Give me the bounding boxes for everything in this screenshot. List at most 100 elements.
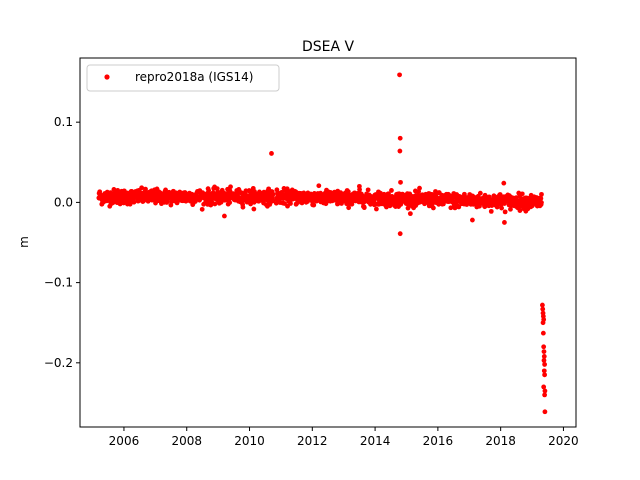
data-point bbox=[494, 204, 500, 210]
data-point bbox=[482, 198, 488, 204]
data-point bbox=[541, 368, 547, 374]
data-point bbox=[501, 180, 507, 186]
data-point bbox=[203, 196, 208, 202]
y-tick-label: 0.1 bbox=[54, 115, 73, 129]
data-point bbox=[215, 198, 221, 204]
data-point bbox=[130, 195, 136, 201]
data-point bbox=[488, 208, 494, 214]
data-point bbox=[382, 199, 387, 205]
data-point bbox=[542, 388, 548, 394]
data-point bbox=[127, 201, 133, 207]
x-tick-label: 2016 bbox=[423, 434, 454, 448]
data-point bbox=[542, 372, 548, 378]
y-axis-label: m bbox=[17, 236, 31, 248]
data-point bbox=[288, 201, 293, 206]
data-point bbox=[541, 354, 547, 359]
data-point bbox=[243, 196, 249, 202]
data-point bbox=[508, 206, 513, 212]
data-point bbox=[430, 205, 436, 211]
data-point bbox=[410, 203, 416, 209]
data-point bbox=[227, 200, 233, 205]
data-point bbox=[131, 199, 137, 205]
data-point bbox=[140, 191, 146, 197]
data-point bbox=[422, 199, 428, 205]
data-point bbox=[309, 195, 315, 200]
data-point bbox=[256, 193, 262, 199]
data-point bbox=[448, 205, 454, 211]
data-point bbox=[270, 191, 276, 197]
data-point bbox=[542, 362, 548, 367]
data-point bbox=[542, 409, 548, 415]
chart-title: DSEA V bbox=[302, 39, 355, 55]
x-tick-label: 2010 bbox=[234, 434, 265, 448]
data-point bbox=[519, 191, 525, 197]
x-tick-label: 2006 bbox=[109, 434, 140, 448]
data-point bbox=[115, 187, 121, 193]
data-point bbox=[251, 206, 257, 212]
data-point bbox=[346, 205, 352, 211]
legend: repro2018a (IGS14) bbox=[86, 64, 280, 92]
data-point bbox=[190, 195, 196, 200]
data-point bbox=[240, 204, 246, 210]
data-point bbox=[339, 201, 344, 206]
x-tick-label: 2020 bbox=[548, 434, 579, 448]
data-point bbox=[99, 201, 105, 207]
data-point bbox=[541, 358, 547, 363]
data-point bbox=[502, 220, 507, 225]
data-point bbox=[143, 186, 148, 192]
data-point bbox=[454, 202, 460, 208]
data-point bbox=[499, 205, 504, 211]
data-point bbox=[365, 187, 371, 193]
data-point bbox=[287, 190, 293, 196]
data-point bbox=[502, 209, 508, 215]
y-tick-label: −0.2 bbox=[44, 356, 73, 370]
data-point bbox=[541, 349, 547, 354]
data-point bbox=[526, 203, 532, 209]
data-point bbox=[214, 186, 220, 192]
data-point bbox=[540, 306, 546, 312]
data-point bbox=[105, 193, 111, 199]
points-layer bbox=[96, 72, 548, 415]
data-point bbox=[269, 151, 274, 156]
data-point bbox=[397, 231, 403, 237]
data-point bbox=[542, 392, 548, 398]
data-point bbox=[369, 200, 375, 206]
legend-box bbox=[86, 64, 280, 92]
data-point bbox=[470, 217, 475, 223]
data-point bbox=[462, 191, 467, 197]
data-point bbox=[540, 320, 546, 326]
data-point bbox=[495, 195, 500, 200]
data-point bbox=[316, 183, 322, 189]
data-point bbox=[513, 199, 519, 204]
data-point bbox=[163, 187, 168, 193]
data-point bbox=[477, 190, 483, 196]
data-point bbox=[270, 198, 276, 204]
data-point bbox=[231, 195, 237, 200]
data-point bbox=[397, 72, 402, 78]
data-point bbox=[278, 195, 284, 201]
data-point bbox=[417, 185, 422, 191]
data-point bbox=[152, 197, 158, 203]
data-point bbox=[165, 193, 171, 199]
data-point bbox=[139, 185, 145, 191]
data-point bbox=[407, 211, 413, 217]
data-point bbox=[356, 183, 362, 189]
data-point bbox=[539, 191, 544, 197]
data-point bbox=[535, 202, 541, 208]
data-point bbox=[322, 198, 328, 204]
data-point bbox=[300, 196, 306, 202]
y-axis: 0.1 0.0 −0.1 −0.2 bbox=[44, 115, 80, 370]
data-point bbox=[335, 201, 340, 207]
x-tick-label: 2012 bbox=[297, 434, 328, 448]
data-point bbox=[389, 188, 394, 193]
data-point bbox=[429, 191, 434, 197]
data-point bbox=[540, 302, 545, 308]
data-point bbox=[541, 344, 547, 350]
data-point bbox=[540, 330, 546, 336]
data-point bbox=[397, 148, 403, 154]
data-point bbox=[228, 184, 233, 190]
data-point bbox=[541, 384, 547, 390]
data-point bbox=[398, 179, 403, 185]
legend-marker bbox=[104, 74, 110, 80]
